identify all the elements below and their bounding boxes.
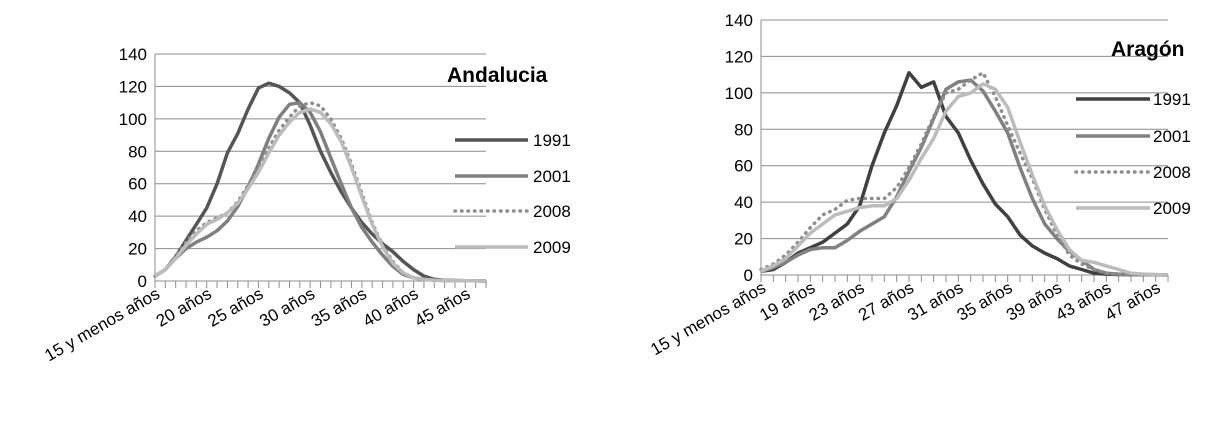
y-tick-label: 20 [128,240,147,259]
y-tick-label: 140 [119,45,147,64]
x-tick-label: 20 años [153,284,215,331]
y-tick-label: 100 [725,84,753,103]
x-tick-label: 15 y menos años [41,284,163,365]
series-line-2009 [154,107,487,283]
y-tick-label: 60 [734,157,753,176]
x-tick-label: 19 años [756,278,818,325]
legend-label: 2008 [1153,163,1191,182]
y-tick-label: 0 [138,272,147,291]
legend-label: 2009 [1153,199,1191,218]
y-tick-label: 20 [734,230,753,249]
series-line-1991 [760,71,1169,277]
x-tick-label: 40 años [360,284,422,331]
legend-label: 2001 [533,167,571,186]
x-tick-label: 43 años [1052,278,1114,325]
y-tick-label: 80 [128,142,147,161]
y-tick-label: 120 [725,47,753,66]
legend-label: 2009 [533,238,571,257]
x-tick-label: 39 años [1003,278,1065,325]
y-tick-label: 40 [734,193,753,212]
x-tick-label: 47 años [1102,278,1164,325]
chart-title: Aragón [1111,38,1185,61]
legend-label: 1991 [533,131,571,150]
chart-title: Andalucia [447,64,548,87]
legend-label: 1991 [1153,90,1191,109]
y-tick-label: 0 [744,266,753,285]
y-tick-label: 80 [734,120,753,139]
x-tick-label: 45 años [411,284,473,331]
x-tick-label: 25 años [205,284,267,331]
legend-label: 2001 [1153,127,1191,146]
x-tick-label: 35 años [954,278,1016,325]
series-line-2008 [759,71,1170,277]
x-tick-label: 30 años [256,284,318,331]
y-tick-label: 120 [119,77,147,96]
series-line-2001 [760,78,1169,277]
series-line-2001 [154,100,487,283]
y-tick-label: 100 [119,110,147,129]
y-tick-label: 60 [128,175,147,194]
x-tick-label: 23 años [806,278,868,325]
x-tick-label: 35 años [308,284,370,331]
series-line-2009 [760,82,1169,277]
y-tick-label: 40 [128,207,147,226]
y-tick-label: 140 [725,11,753,30]
x-tick-label: 27 años [855,278,917,325]
x-tick-label: 15 y menos años [647,278,769,359]
x-tick-label: 31 años [904,278,966,325]
legend-label: 2008 [533,202,571,221]
